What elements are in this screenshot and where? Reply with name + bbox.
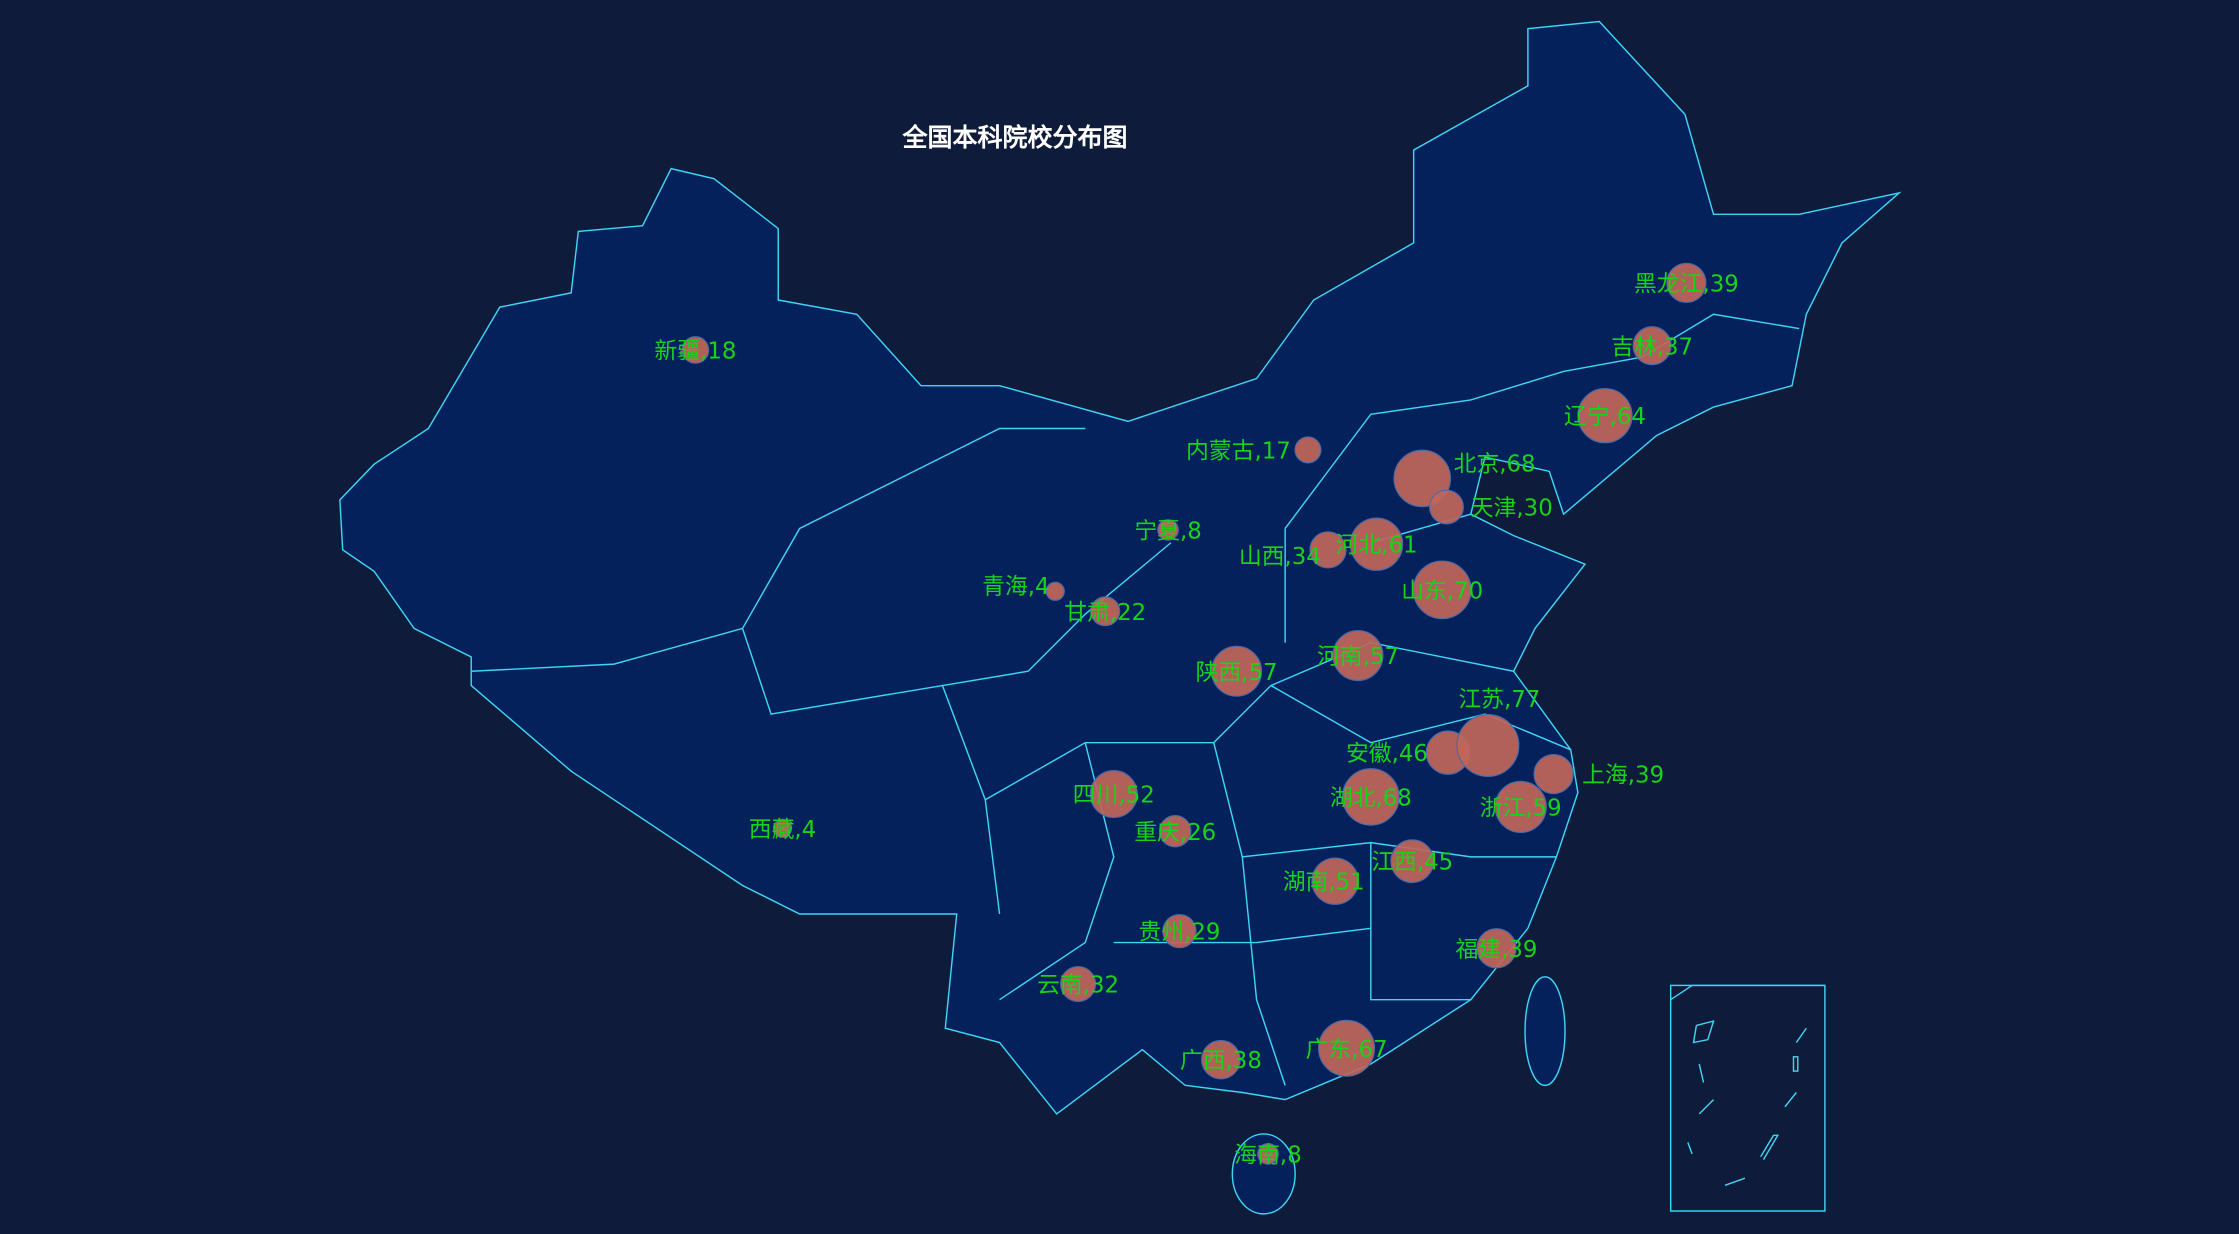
bubble-label: 辽宁,64 (1564, 404, 1646, 430)
bubble-西藏[interactable] (772, 818, 793, 838)
bubble-浙江[interactable] (1494, 780, 1547, 834)
taiwan-outline (1524, 976, 1566, 1087)
bubble-黑龙江[interactable] (1666, 262, 1707, 303)
bubble-label: 浙江,59 (1480, 795, 1562, 821)
bubble-label: 广西,38 (1180, 1048, 1262, 1074)
bubble-云南[interactable] (1060, 965, 1097, 1002)
bubble-label: 江西,45 (1371, 850, 1453, 876)
bubble-label: 陕西,57 (1196, 660, 1278, 686)
bubble-河北[interactable] (1349, 517, 1404, 571)
bubble-label: 山西,34 (1239, 544, 1321, 570)
bubble-甘肃[interactable] (1090, 596, 1121, 627)
bubble-新疆[interactable] (681, 336, 710, 364)
bubble-label: 安徽,46 (1346, 741, 1428, 767)
bubble-label: 云南,32 (1037, 973, 1119, 999)
bubble-河南[interactable] (1332, 630, 1384, 682)
bubble-label: 天津,30 (1471, 496, 1553, 522)
bubble-广西[interactable] (1201, 1039, 1241, 1080)
bubble-label: 河北,61 (1336, 533, 1418, 559)
bubble-北京[interactable] (1393, 449, 1452, 508)
bubble-label: 北京,68 (1454, 451, 1536, 477)
bubble-label: 湖北,68 (1330, 785, 1412, 811)
bubble-上海[interactable] (1533, 753, 1574, 795)
bubble-label: 重庆,26 (1134, 820, 1216, 846)
bubble-重庆[interactable] (1158, 814, 1192, 848)
bubble-label: 新疆,18 (654, 339, 736, 365)
bubble-label: 河南,57 (1317, 644, 1399, 670)
bubble-label: 福建,39 (1455, 937, 1537, 963)
bubble-山东[interactable] (1412, 560, 1472, 620)
bubble-吉林[interactable] (1632, 326, 1672, 366)
bubble-label: 广东,67 (1306, 1037, 1388, 1063)
bubble-label: 内蒙古,17 (1186, 438, 1291, 464)
bubble-山西[interactable] (1309, 531, 1347, 569)
bubble-label: 宁夏,8 (1134, 518, 1201, 544)
bubble-label: 海南,8 (1234, 1142, 1301, 1168)
bubble-江苏[interactable] (1456, 713, 1520, 778)
bubble-海南[interactable] (1257, 1143, 1279, 1165)
bubble-label: 山东,70 (1401, 578, 1483, 604)
map-title: 全国本科院校分布图 (902, 123, 1128, 152)
bubble-湖北[interactable] (1342, 768, 1400, 826)
bubble-label: 吉林,37 (1611, 334, 1693, 360)
bubble-内蒙古[interactable] (1294, 436, 1322, 464)
bubble-辽宁[interactable] (1577, 388, 1633, 444)
bubble-宁夏[interactable] (1157, 519, 1179, 541)
bubble-贵州[interactable] (1162, 914, 1197, 949)
hainan-outline (1231, 1133, 1296, 1215)
bubble-四川[interactable] (1089, 770, 1138, 819)
bubble-layer (681, 262, 1707, 1165)
bubble-label: 西藏,4 (749, 817, 816, 843)
bubble-青海[interactable] (1045, 581, 1065, 601)
bubble-label: 上海,39 (1582, 763, 1664, 789)
mainland-outline (339, 20, 1902, 1115)
bubble-label: 青海,4 (982, 574, 1049, 600)
label-layer: 新疆,18 西藏,4 青海,4 甘肃,22 宁夏,8 内蒙古,17 陕西,57 山西,34 河北… (654, 271, 1738, 1168)
bubble-label: 江苏,77 (1458, 687, 1540, 713)
bubble-label: 四川,52 (1073, 783, 1155, 809)
bubble-湖南[interactable] (1311, 857, 1359, 905)
bubble-福建[interactable] (1476, 928, 1517, 969)
south-china-sea-inset (1669, 984, 1826, 1212)
bubble-label: 湖南,51 (1283, 870, 1365, 896)
bubble-label: 黑龙江,39 (1634, 271, 1739, 297)
bubble-江西[interactable] (1390, 839, 1435, 884)
bubble-广东[interactable] (1318, 1019, 1376, 1077)
bubble-陕西[interactable] (1211, 645, 1263, 697)
bubble-label: 甘肃,22 (1064, 600, 1146, 626)
bubble-label: 贵州,29 (1138, 920, 1220, 946)
bubble-天津[interactable] (1429, 489, 1464, 525)
